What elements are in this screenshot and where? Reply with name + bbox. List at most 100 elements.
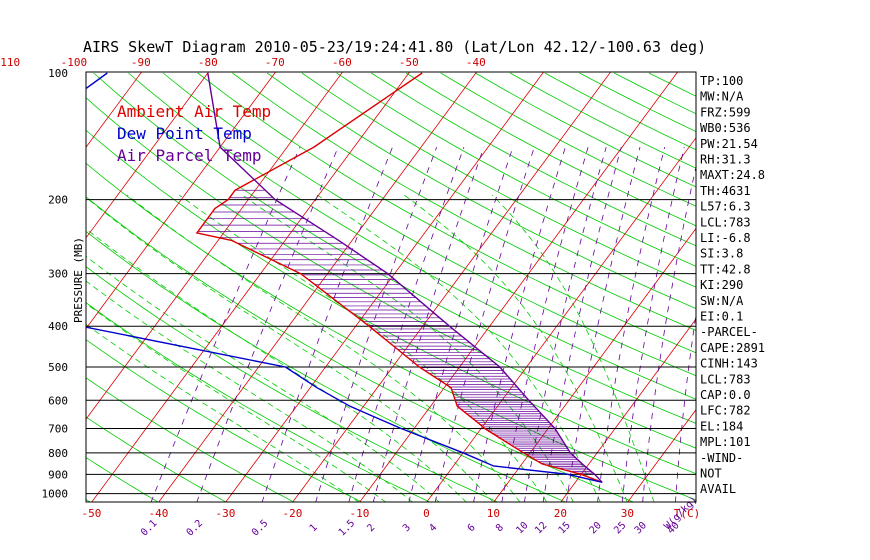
mixing-ratio-tick-label: 0.2 <box>185 518 206 539</box>
isotherm-line <box>0 64 14 505</box>
top-temperature-tick-label: -100 <box>61 56 88 69</box>
isotherm-line <box>86 72 143 148</box>
pressure-tick-label: 1000 <box>42 488 69 501</box>
isotherm-line <box>359 72 679 502</box>
dry-adiabat-line <box>336 72 696 267</box>
mixing-ratio-line <box>434 146 535 502</box>
plot-border <box>85 71 697 503</box>
moist-adiabat-line <box>86 255 440 502</box>
top-temperature-tick-label: -70 <box>265 56 285 69</box>
dry-adiabat-line <box>301 72 696 288</box>
moist-adiabat-line <box>403 194 628 502</box>
mixing-ratio-tick-label: 8 <box>494 522 506 534</box>
stability-index-item: LFC:782 <box>700 404 751 418</box>
top-temperature-tick-label: -60 <box>332 56 352 69</box>
isotherm-line <box>158 72 478 502</box>
isotherm-line <box>0 64 81 505</box>
mixing-ratio-tick-label: 3 <box>401 522 413 534</box>
mixing-ratio-tick-label: 1.5 <box>337 518 358 539</box>
mixing-ratio-tick-label: 10 <box>514 520 530 536</box>
dry-adiabat-line <box>128 72 696 400</box>
stability-index-item: CINH:143 <box>700 357 758 371</box>
moist-adiabat-line <box>86 303 387 502</box>
dry-adiabat-line <box>232 72 696 331</box>
stability-index-item: MPL:101 <box>700 435 751 449</box>
dry-adiabat-line <box>266 72 696 310</box>
stability-index-item: TP:100 <box>700 74 743 88</box>
dry-adiabat-line <box>86 129 696 475</box>
moist-adiabat-line <box>241 194 574 502</box>
mixing-ratio-line <box>315 146 438 502</box>
mixing-ratio-line <box>566 146 641 502</box>
parcel-line <box>207 72 603 483</box>
y-axis-label: PRESSURE (MB) <box>72 237 85 323</box>
temperature-tick-label: -40 <box>148 507 168 520</box>
temperature-tick-label: -50 <box>81 507 101 520</box>
isotherm-line <box>86 72 210 239</box>
stability-index-item: -WIND- <box>700 451 743 465</box>
top-temperature-tick-label: -50 <box>399 56 419 69</box>
stability-index-item: LI:-6.8 <box>700 231 751 245</box>
plot-area <box>0 64 696 505</box>
stability-index-item: CAPE:2891 <box>700 341 765 355</box>
mixing-ratio-tick-label: 6 <box>466 522 478 534</box>
stability-index-item: EL:184 <box>700 419 743 433</box>
sounding-series <box>86 72 603 483</box>
moist-adiabat-line <box>86 196 494 502</box>
pressure-tick-label: 600 <box>48 394 68 407</box>
stability-index-item: KI:290 <box>700 278 743 292</box>
mixing-ratio-tick-label: 25 <box>612 520 628 536</box>
dry-adiabat-line <box>162 72 696 377</box>
mixing-ratio-tick-label: 2 <box>365 522 377 534</box>
dry-adiabat-line <box>371 72 696 247</box>
dry-adiabat-line <box>405 72 696 227</box>
mixing-ratio-tick-label: 1 <box>308 522 320 534</box>
isotherm-line <box>292 72 612 502</box>
temperature-tick-label: 20 <box>554 507 567 520</box>
isotherm-line <box>86 72 277 330</box>
stability-index-item: SW:N/A <box>700 294 744 308</box>
chart-title: AIRS SkewT Diagram 2010-05-23/19:24:41.8… <box>83 38 706 56</box>
pressure-tick-label: 500 <box>48 361 68 374</box>
legend-entry: Dew Point Temp <box>117 124 252 143</box>
isotherm-line <box>426 137 696 502</box>
pressure-ticks: 100 200 300 400 500 600 700 800 900 1000 <box>42 67 69 501</box>
stability-index-item: SI:3.8 <box>700 247 743 261</box>
dry-adiabats <box>86 72 696 502</box>
temperature-tick-label: 10 <box>487 507 500 520</box>
pressure-tick-label: 900 <box>48 468 68 481</box>
dry-adiabat-line <box>93 72 696 424</box>
temperature-tick-label: 30 <box>621 507 634 520</box>
temperature-tick-label: 0 <box>423 507 430 520</box>
pressure-tick-label: 400 <box>48 320 68 333</box>
stability-index-item: L57:6.3 <box>700 200 751 214</box>
dewpoint-line <box>86 72 603 483</box>
bottom-temperature-ticks: -50 -40 -30 -20 -10 0 10 20 30 T(C) <box>81 507 700 520</box>
legend-entry: Air Parcel Temp <box>117 146 262 165</box>
moist-adiabat-line <box>491 194 655 502</box>
stability-index-item: AVAIL <box>700 482 736 496</box>
stability-index-item: WB0:536 <box>700 121 751 135</box>
temperature-tick-label: -30 <box>215 507 235 520</box>
mixing-ratio-tick-label: 12 <box>533 520 549 536</box>
isotherm-line <box>91 72 411 502</box>
stability-index-item: PW:21.54 <box>700 137 758 151</box>
stability-index-item: TT:42.8 <box>700 262 751 276</box>
isotherm-line <box>86 72 344 420</box>
stability-index-item: -PARCEL- <box>700 325 758 339</box>
top-temperature-tick-label: -80 <box>198 56 218 69</box>
stability-index-item: EI:0.1 <box>700 310 743 324</box>
isotherms <box>0 64 696 505</box>
moist-adiabat-line <box>86 280 414 502</box>
mixing-ratio-tick-label: 0.1 <box>139 518 160 539</box>
cape-hatch <box>197 189 594 474</box>
stability-index-item: FRZ:599 <box>700 105 751 119</box>
legend: Ambient Air Temp Dew Point Temp Air Parcel… <box>117 102 271 165</box>
stability-index-item: NOT <box>700 467 722 481</box>
dry-adiabat-line <box>197 72 696 354</box>
mixing-ratio-tick-label: 20 <box>588 520 604 536</box>
pressure-tick-label: 700 <box>48 422 68 435</box>
stability-index-item: LCL:783 <box>700 215 751 229</box>
